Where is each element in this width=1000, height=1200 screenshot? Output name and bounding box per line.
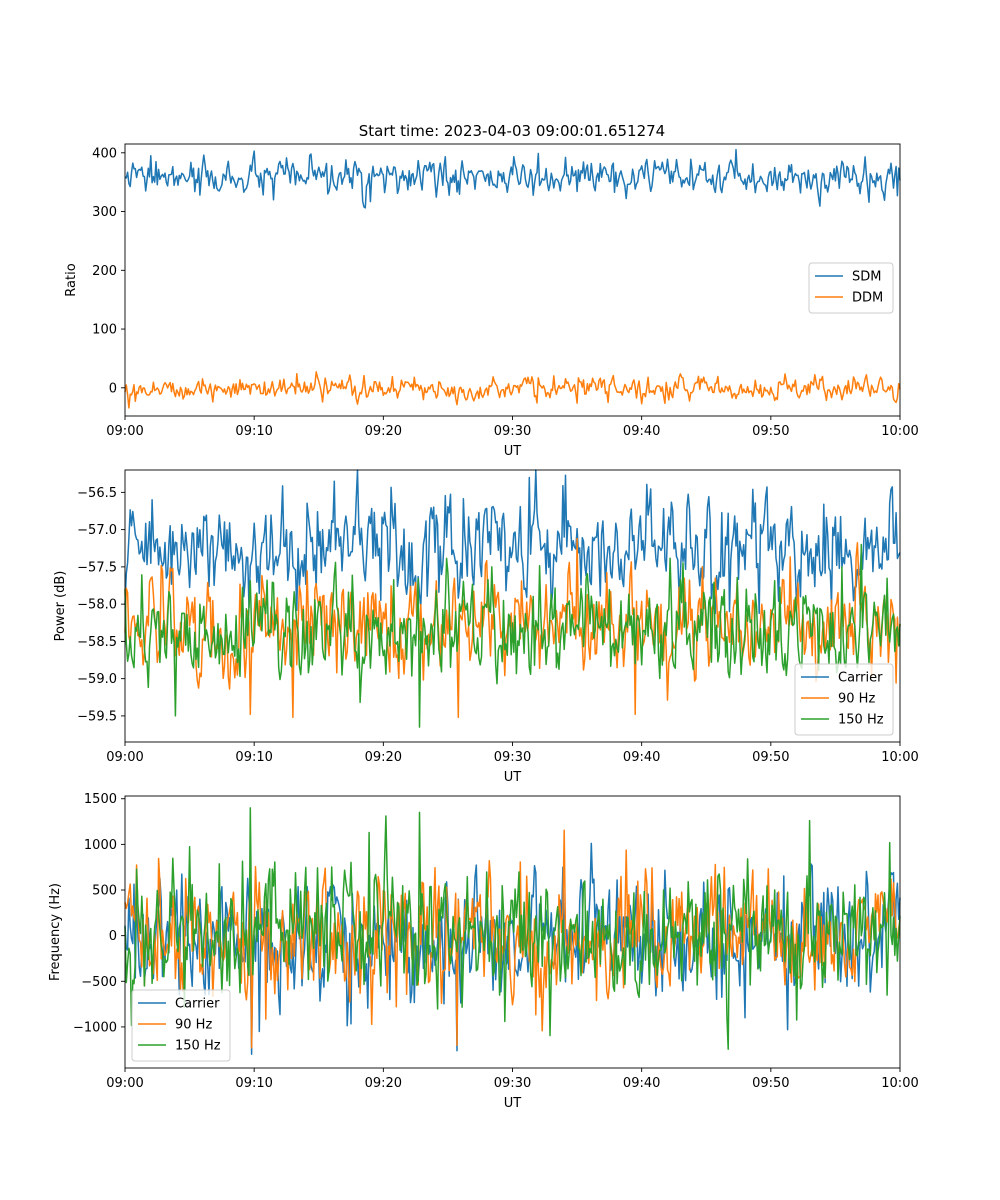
x-tick-label: 09:40 (623, 1076, 660, 1091)
x-tick-label: 09:20 (365, 424, 402, 439)
x-tick-label: 09:50 (752, 424, 789, 439)
legend: SDM DDM (808, 262, 894, 314)
y-axis-label: Power (dB) (53, 571, 68, 642)
legend-label: Carrier (175, 997, 220, 1012)
y-tick-label: −500 (81, 975, 117, 990)
figure-title: Start time: 2023-04-03 09:00:01.651274 (359, 122, 665, 140)
y-tick-label: 500 (92, 884, 117, 899)
x-tick-label: 09:30 (494, 1076, 531, 1091)
x-tick-label: 09:20 (365, 1076, 402, 1091)
y-tick-label: −56.5 (77, 486, 117, 501)
series-line-150-hz (124, 543, 901, 728)
legend: Carrier 90 Hz 150 Hz (131, 989, 231, 1062)
y-tick-label: −57.0 (77, 523, 117, 538)
legend-label: DDM (852, 291, 883, 306)
series-line-sdm (124, 148, 901, 209)
x-tick-label: 10:00 (881, 750, 918, 765)
y-tick-label: 100 (92, 323, 117, 338)
series-line-150-hz (124, 807, 901, 1050)
x-tick-label: 09:30 (494, 750, 531, 765)
x-axis-label: UT (504, 444, 522, 459)
legend-box (131, 989, 231, 1062)
x-tick-label: 10:00 (881, 424, 918, 439)
legend-label: SDM (852, 270, 881, 285)
x-tick-label: 09:00 (106, 1076, 143, 1091)
y-tick-label: −1000 (73, 1020, 117, 1035)
x-tick-label: 09:10 (235, 1076, 272, 1091)
x-axis-label: UT (504, 770, 522, 785)
y-tick-label: 1500 (84, 792, 117, 807)
y-axis-label: Frequency (Hz) (48, 883, 63, 981)
y-tick-label: 300 (92, 205, 117, 220)
x-tick-label: 09:00 (106, 750, 143, 765)
y-tick-label: 0 (109, 381, 117, 396)
panel-ratio: 09:00 09:10 09:20 09:30 09:40 09:50 10:00 0 100 2… (64, 143, 919, 459)
legend-box (794, 663, 894, 736)
x-tick-label: 09:40 (623, 750, 660, 765)
series-line-ddm (124, 371, 901, 409)
x-axis-label: UT (504, 1096, 522, 1111)
y-tick-label: −58.0 (77, 598, 117, 613)
legend: Carrier 90 Hz 150 Hz (794, 663, 894, 736)
series-lines (124, 807, 901, 1056)
series-line-carrier (124, 469, 901, 620)
x-tick-label: 09:50 (752, 750, 789, 765)
x-tick-label: 09:50 (752, 1076, 789, 1091)
y-tick-label: −57.5 (77, 560, 117, 575)
x-tick-label: 10:00 (881, 1076, 918, 1091)
y-axis-label: Ratio (64, 263, 79, 296)
series-line-90-hz (124, 537, 901, 719)
series-lines (124, 469, 901, 728)
y-tick-label: −59.0 (77, 672, 117, 687)
y-tick-label: −59.5 (77, 709, 117, 724)
panel-power: 09:00 09:10 09:20 09:30 09:40 09:50 10:00 −59.5… (53, 469, 919, 785)
panel-frequency: 09:00 09:10 09:20 09:30 09:40 09:50 10:00 −1000… (48, 792, 919, 1111)
x-tick-label: 09:40 (623, 424, 660, 439)
y-tick-label: 0 (109, 929, 117, 944)
series-lines (124, 148, 901, 409)
x-tick-label: 09:10 (235, 750, 272, 765)
x-tick-label: 09:30 (494, 424, 531, 439)
legend-label: 150 Hz (175, 1039, 221, 1054)
legend-label: 150 Hz (838, 713, 884, 728)
legend-label: 90 Hz (838, 692, 875, 707)
x-tick-label: 09:20 (365, 750, 402, 765)
x-tick-label: 09:00 (106, 424, 143, 439)
x-tick-label: 09:10 (235, 424, 272, 439)
legend-label: Carrier (838, 671, 883, 686)
legend-label: 90 Hz (175, 1018, 212, 1033)
y-tick-label: 200 (92, 264, 117, 279)
y-tick-label: 400 (92, 146, 117, 161)
y-tick-label: −58.5 (77, 635, 117, 650)
y-tick-label: 1000 (84, 838, 117, 853)
